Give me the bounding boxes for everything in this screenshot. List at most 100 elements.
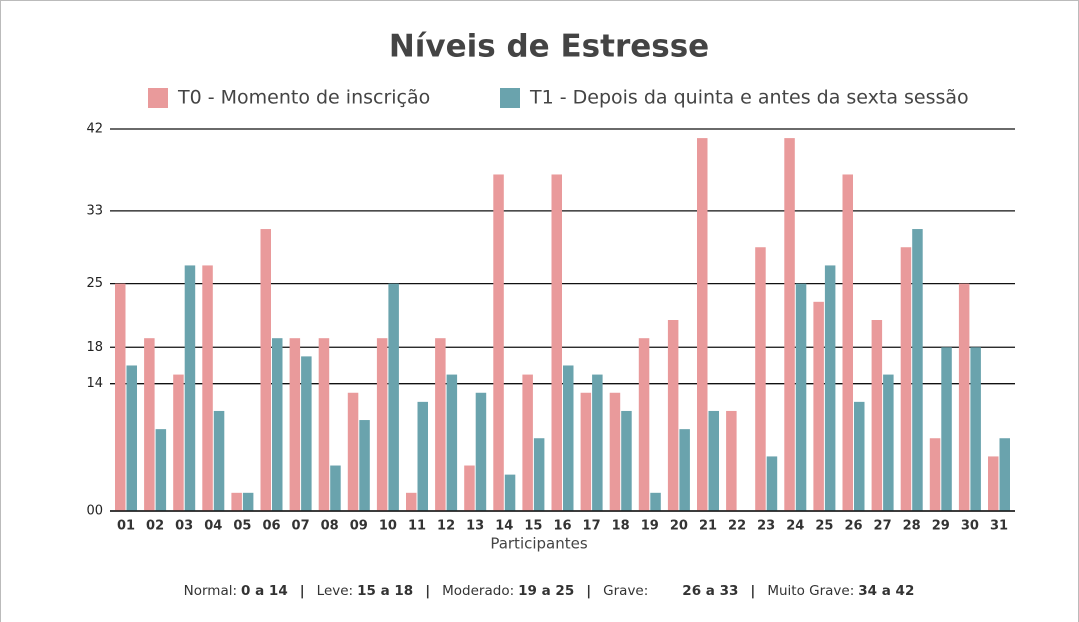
bar bbox=[213, 410, 225, 511]
legend-label: T1 - Depois da quinta e antes da sexta s… bbox=[529, 87, 969, 109]
x-tick-label: 18 bbox=[612, 519, 630, 534]
x-tick-label: 06 bbox=[262, 519, 280, 534]
severity-range: 15 a 18 bbox=[357, 583, 413, 599]
bar bbox=[301, 356, 312, 511]
bar bbox=[446, 374, 458, 511]
x-axis-label: Participantes bbox=[490, 535, 588, 553]
x-tick-label: 28 bbox=[903, 519, 921, 534]
severity-label: Muito Grave: bbox=[767, 583, 854, 599]
bar bbox=[144, 338, 155, 511]
bar bbox=[406, 492, 417, 511]
bar bbox=[784, 138, 795, 511]
severity-label: Moderado: bbox=[442, 583, 514, 599]
bar bbox=[184, 265, 196, 511]
bar bbox=[941, 347, 952, 511]
bar bbox=[475, 392, 487, 511]
bar bbox=[504, 474, 516, 511]
bar bbox=[900, 247, 912, 511]
separator: | bbox=[586, 583, 591, 599]
bar bbox=[330, 465, 341, 511]
bar bbox=[359, 420, 370, 511]
severity-label: Normal: bbox=[184, 583, 237, 599]
y-tick-label: 18 bbox=[86, 340, 103, 355]
severity-scale: Normal: 0 a 14 | Leve: 15 a 18 | Moderado: 19 a… bbox=[184, 583, 915, 599]
legend-swatch bbox=[500, 88, 520, 108]
bar bbox=[726, 410, 737, 511]
x-tick-label: 04 bbox=[204, 519, 222, 534]
bar bbox=[883, 374, 894, 511]
bar bbox=[202, 265, 213, 511]
bar bbox=[347, 392, 359, 511]
bar bbox=[260, 229, 271, 512]
bar bbox=[650, 492, 661, 511]
bar bbox=[667, 320, 679, 511]
x-tick-label: 20 bbox=[670, 519, 688, 534]
x-tick-label: 17 bbox=[583, 519, 601, 534]
severity-range: 19 a 25 bbox=[518, 583, 574, 599]
bar bbox=[766, 456, 778, 511]
bar bbox=[551, 174, 562, 511]
x-tick-label: 07 bbox=[292, 519, 310, 534]
y-tick-label: 00 bbox=[86, 504, 103, 519]
y-tick-label: 25 bbox=[86, 276, 103, 291]
bar bbox=[522, 374, 533, 511]
bar bbox=[999, 438, 1010, 511]
x-tick-label: 14 bbox=[495, 519, 513, 534]
severity-range: 26 a 33 bbox=[682, 583, 738, 599]
bar bbox=[173, 374, 184, 511]
bar bbox=[464, 465, 475, 511]
x-tick-label: 10 bbox=[379, 519, 397, 534]
bar bbox=[697, 138, 708, 511]
bar bbox=[563, 365, 574, 511]
x-tick-label: 12 bbox=[437, 519, 455, 534]
separator: | bbox=[750, 583, 755, 599]
bar bbox=[679, 429, 690, 511]
bar bbox=[533, 438, 545, 511]
x-tick-label: 13 bbox=[466, 519, 484, 534]
x-tick-label: 15 bbox=[524, 519, 542, 534]
bar bbox=[621, 410, 632, 511]
bar bbox=[289, 338, 301, 511]
bar bbox=[580, 392, 592, 511]
x-tick-label: 03 bbox=[175, 519, 193, 534]
severity-label: Leve: bbox=[317, 583, 353, 599]
separator: | bbox=[300, 583, 305, 599]
x-tick-label: 09 bbox=[350, 519, 368, 534]
bar bbox=[958, 283, 970, 511]
bar bbox=[929, 438, 941, 511]
bar bbox=[435, 338, 446, 511]
x-tick-label: 24 bbox=[786, 519, 804, 534]
bar bbox=[824, 265, 836, 511]
bar bbox=[231, 492, 242, 511]
separator: | bbox=[425, 583, 430, 599]
bar bbox=[912, 229, 923, 512]
bar bbox=[871, 320, 883, 511]
bar bbox=[155, 429, 167, 511]
bar bbox=[609, 392, 621, 511]
bar bbox=[708, 410, 719, 511]
y-tick-label: 14 bbox=[86, 376, 103, 391]
x-tick-label: 30 bbox=[961, 519, 979, 534]
x-tick-label: 16 bbox=[553, 519, 571, 534]
legend-label: T0 - Momento de inscrição bbox=[177, 87, 430, 109]
x-tick-label: 22 bbox=[728, 519, 746, 534]
bar bbox=[854, 401, 865, 511]
bar bbox=[242, 492, 254, 511]
bar bbox=[638, 338, 650, 511]
x-tick-label: 05 bbox=[233, 519, 251, 534]
y-tick-label: 33 bbox=[86, 203, 103, 218]
x-tick-label: 08 bbox=[321, 519, 339, 534]
severity-range: 0 a 14 bbox=[241, 583, 288, 599]
legend-swatch bbox=[148, 88, 168, 108]
bar bbox=[493, 174, 504, 511]
bar bbox=[318, 338, 330, 511]
x-tick-label: 01 bbox=[117, 519, 135, 534]
x-tick-label: 21 bbox=[699, 519, 717, 534]
x-tick-label: 25 bbox=[815, 519, 833, 534]
bar bbox=[417, 401, 428, 511]
bar bbox=[795, 283, 807, 511]
bar bbox=[388, 283, 399, 511]
bar bbox=[970, 347, 981, 511]
x-tick-label: 02 bbox=[146, 519, 164, 534]
